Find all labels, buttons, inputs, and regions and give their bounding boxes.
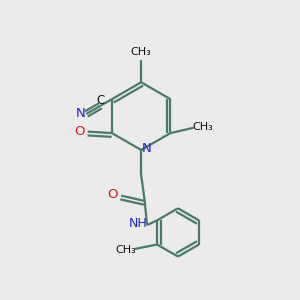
Text: C: C bbox=[96, 94, 104, 107]
Text: N: N bbox=[142, 142, 151, 155]
Text: CH₃: CH₃ bbox=[131, 47, 152, 57]
Text: CH₃: CH₃ bbox=[116, 245, 136, 255]
Text: NH: NH bbox=[128, 217, 147, 230]
Text: O: O bbox=[107, 188, 118, 201]
Text: O: O bbox=[74, 124, 85, 137]
Text: N: N bbox=[75, 107, 85, 120]
Text: CH₃: CH₃ bbox=[192, 122, 213, 132]
